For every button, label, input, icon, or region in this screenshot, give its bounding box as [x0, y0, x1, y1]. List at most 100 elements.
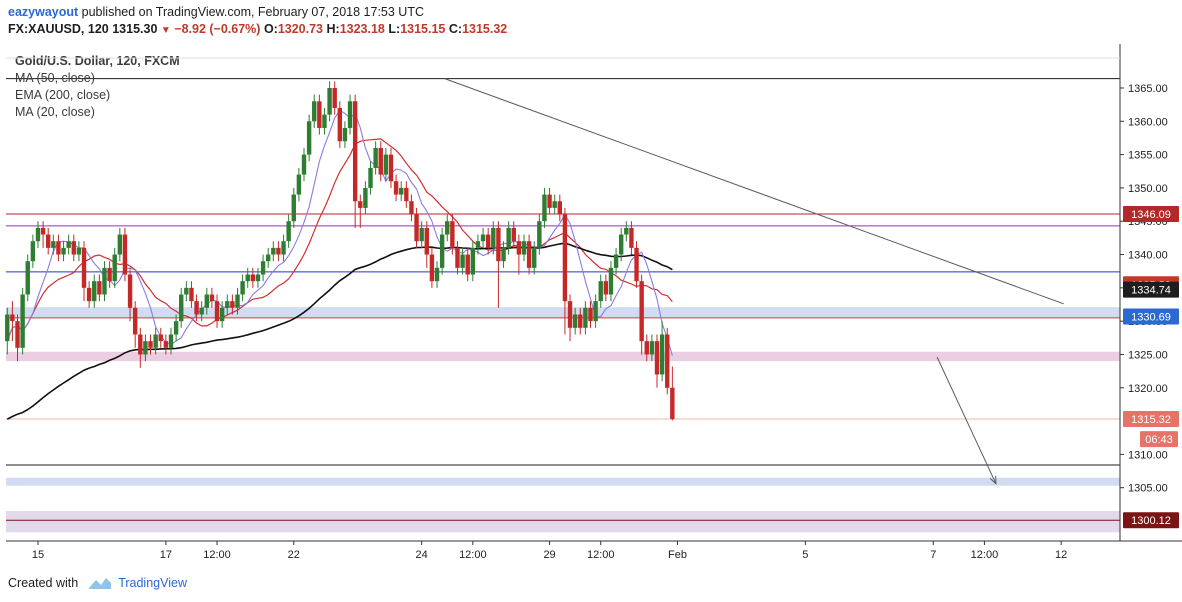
chart-header: eazywayout published on TradingView.com,… [0, 0, 1182, 44]
candle-body-28 [148, 341, 153, 348]
candle-body-51 [265, 254, 271, 262]
x-tick-label-0: 15 [32, 549, 44, 561]
candle-body-111 [572, 314, 578, 328]
candle-body-15 [81, 247, 87, 288]
candle-body-90 [465, 254, 470, 275]
candle-body-114 [588, 307, 593, 322]
high-label: H: [326, 22, 340, 36]
price-tag-label-6: 1300.12 [1131, 515, 1171, 527]
moving-averages [6, 109, 673, 420]
candle-body-109 [562, 214, 568, 302]
candle-body-69 [358, 201, 363, 208]
price-tags: 1346.091335.531334.741330.691315.3206:43… [1123, 205, 1179, 529]
candle-body-85 [439, 234, 445, 268]
published-text: published on TradingView.com, February 0… [81, 5, 424, 19]
candle-body-122 [629, 227, 634, 248]
y-tick-label-1: 1310.00 [1128, 449, 1168, 461]
x-tick-label-10: 7 [930, 549, 936, 561]
x-tick-label-7: 12:00 [587, 549, 615, 561]
candle-body-99 [511, 227, 516, 242]
candle-body-13 [71, 241, 76, 255]
candle-body-75 [388, 154, 394, 182]
candle-body-103 [532, 247, 537, 268]
candle-body-83 [429, 254, 435, 282]
candle-body-55 [286, 221, 291, 242]
y-tick-label-11: 1365.00 [1128, 83, 1168, 95]
y-tick-label-2: 1320.00 [1128, 383, 1168, 395]
candle-body-116 [598, 281, 603, 302]
candle-body-18 [97, 281, 102, 295]
y-tick-label-3: 1325.00 [1128, 349, 1168, 361]
candle-body-53 [276, 247, 281, 255]
candle-body-93 [480, 234, 486, 242]
low-label: L: [388, 22, 401, 36]
candle-body-118 [608, 267, 614, 295]
candle-body-8 [46, 234, 51, 248]
candle-body-104 [537, 221, 542, 248]
candle-body-102 [526, 241, 532, 268]
x-tick-label-3: 22 [288, 549, 300, 561]
candle-body-12 [66, 241, 71, 248]
candle-body-59 [306, 121, 312, 155]
candle-body-62 [322, 114, 327, 128]
candle-body-1 [10, 314, 15, 322]
candle-body-26 [138, 334, 143, 355]
candle-body-89 [460, 254, 465, 268]
candle-body-46 [240, 281, 245, 295]
candle-body-87 [450, 221, 455, 248]
candle-body-123 [634, 247, 639, 282]
candle-body-79 [409, 201, 414, 215]
trendline [444, 78, 1064, 305]
x-tick-label-12: 12 [1055, 549, 1067, 561]
candle-body-29 [153, 334, 158, 348]
candle-body-56 [291, 194, 296, 222]
author-link[interactable]: eazywayout [8, 5, 79, 19]
projection-arrow-line [936, 356, 997, 484]
candle-body-108 [557, 201, 563, 215]
price-chart[interactable]: Gold/U.S. Dollar, 120, FXCM MA (50, clos… [0, 44, 1182, 572]
candle-body-24 [127, 274, 133, 308]
candle-body-48 [250, 274, 256, 282]
price-tag-box-6 [1123, 512, 1179, 529]
candle-body-72 [373, 147, 378, 168]
candle-body-77 [399, 187, 404, 195]
candle-body-107 [552, 201, 557, 208]
candle-body-43 [225, 301, 230, 308]
x-tick-label-2: 12:00 [203, 549, 231, 561]
projection-arrow-head [989, 475, 997, 485]
candle-body-42 [219, 307, 225, 322]
candle-body-17 [92, 281, 97, 302]
candle-body-126 [649, 341, 655, 355]
price-tag-box-3 [1123, 308, 1179, 325]
close-value: 1315.32 [462, 22, 508, 36]
candle-body-64 [332, 87, 337, 108]
tradingview-brand-link[interactable]: TradingView [118, 576, 187, 590]
legend-ema200: EMA (200, close) [15, 88, 110, 102]
candle-body-47 [245, 274, 250, 282]
candle-body-14 [76, 247, 82, 255]
candle-body-58 [301, 154, 307, 175]
candle-body-60 [312, 101, 317, 122]
candle-body-23 [122, 234, 128, 275]
candle-body-7 [40, 227, 46, 235]
candle-body-119 [613, 254, 619, 268]
ma-50-line [6, 138, 673, 342]
candle-body-70 [363, 187, 368, 208]
candle-body-32 [168, 334, 174, 348]
candle-body-67 [347, 101, 353, 128]
candles [5, 81, 675, 421]
candle-body-76 [393, 181, 399, 195]
chart-title: Gold/U.S. Dollar, 120, FXCM [15, 54, 180, 68]
publish-info: eazywayout published on TradingView.com,… [8, 5, 424, 19]
candle-body-112 [578, 314, 583, 328]
candle-body-45 [235, 294, 240, 308]
candle-body-97 [501, 247, 506, 262]
y-tick-label-6: 1340.00 [1128, 250, 1168, 262]
candle-body-78 [404, 187, 409, 202]
candle-body-36 [189, 287, 194, 302]
candle-body-98 [506, 227, 511, 248]
candle-body-20 [107, 267, 112, 282]
candle-body-95 [491, 227, 496, 248]
candle-body-0 [5, 314, 10, 342]
y-tick-label-10: 1360.00 [1128, 116, 1168, 128]
